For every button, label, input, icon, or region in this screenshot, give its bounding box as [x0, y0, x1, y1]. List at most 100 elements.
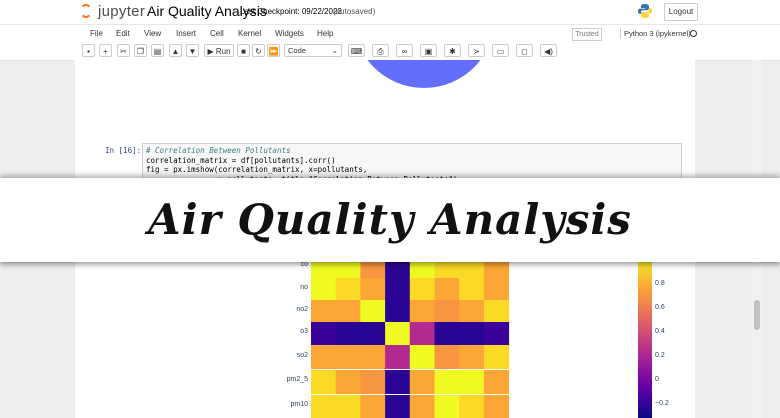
paste-button[interactable]: ▤ — [151, 44, 164, 57]
plus-icon: + — [103, 47, 108, 56]
logo-text: jupyter — [98, 2, 146, 20]
print-icon: ⎙ — [377, 47, 384, 56]
keyboard-icon: ⌨ — [350, 47, 363, 56]
paste-icon: ▤ — [153, 47, 162, 56]
menu-insert[interactable]: Insert — [176, 29, 197, 38]
heatmap-cell — [409, 322, 435, 346]
banner-title: Air Quality Analysis — [148, 195, 632, 244]
terminal-icon: ≻ — [473, 47, 480, 56]
heatmap-cell — [434, 300, 460, 324]
heatmap-cell — [360, 345, 386, 369]
kernel-status-icon — [690, 30, 697, 37]
heatmap-cell — [335, 345, 361, 369]
heatmap-cell — [434, 345, 460, 369]
header: jupyter Air Quality Analysis Last Checkp… — [0, 0, 780, 24]
heatmap-cell — [483, 345, 510, 369]
book-button[interactable]: ▣ — [420, 44, 437, 57]
menu-widgets[interactable]: Widgets — [275, 29, 304, 38]
heatmap-cell — [409, 300, 435, 324]
scissors-icon: ✂ — [120, 47, 127, 56]
restart-run-all-button[interactable]: ⏩ — [267, 44, 280, 57]
code-line: fig = px.imshow(correlation_matrix, x=po… — [146, 165, 368, 174]
colorbar — [638, 255, 652, 418]
menu-view[interactable]: View — [144, 29, 162, 38]
colorbar-tick-label: 0.4 — [655, 328, 665, 335]
arrow-up-icon: ▲ — [171, 47, 180, 56]
menu-file[interactable]: File — [90, 29, 103, 38]
colorbar-tick-label: 0 — [655, 376, 659, 383]
menu-edit[interactable]: Edit — [116, 29, 130, 38]
restart-button[interactable]: ↻ — [252, 44, 265, 57]
heatmap-cell — [335, 278, 361, 302]
heatmap-cell — [409, 345, 435, 369]
chat-button[interactable]: ◻ — [516, 44, 533, 57]
stop-icon: ■ — [241, 47, 246, 56]
cell-type-select[interactable]: Code ⌄ — [284, 44, 342, 57]
heatmap-cell — [335, 370, 361, 394]
keyboard-button[interactable]: ⌨ — [348, 44, 365, 57]
scrollbar-thumb[interactable] — [754, 300, 760, 330]
heatmap-row-label: no2 — [296, 306, 308, 313]
copy-button[interactable]: ❐ — [134, 44, 147, 57]
logout-button[interactable]: Logout — [664, 3, 698, 21]
heatmap-row-label: co — [301, 261, 309, 268]
save-button[interactable]: ▪ — [82, 44, 95, 57]
colorbar-tick-label: 0.8 — [655, 280, 665, 287]
link-icon: ∞ — [401, 47, 408, 56]
menu-cell[interactable]: Cell — [210, 29, 224, 38]
insert-cell-button[interactable]: + — [99, 44, 112, 57]
heatmap-row-label: pm2_5 — [287, 376, 309, 383]
heatmap-cell — [385, 345, 411, 369]
code-line: correlation_matrix = df[pollutants].corr… — [146, 155, 336, 165]
move-up-button[interactable]: ▲ — [169, 44, 182, 57]
code-line: # Correlation Between Pollutants — [146, 146, 291, 155]
heatmap-cell — [335, 300, 361, 324]
heatmap-cell — [311, 345, 337, 369]
trusted-indicator[interactable]: Trusted — [572, 28, 602, 41]
colorbar-tick-label: 0.2 — [655, 352, 665, 359]
link-button[interactable]: ∞ — [396, 44, 413, 57]
colorbar-tick-label: 0.6 — [655, 304, 665, 311]
speaker-icon: ◀) — [544, 47, 553, 56]
heatmap-cell — [409, 278, 435, 302]
book-icon: ▣ — [424, 47, 433, 56]
title-banner: Air Quality Analysis — [0, 178, 780, 262]
autosave-status: (autosaved) — [333, 7, 376, 16]
heatmap-cell — [434, 278, 460, 302]
heatmap-cell — [483, 322, 510, 346]
heatmap-row-label: o3 — [300, 328, 308, 335]
play-icon: ▶ — [207, 47, 214, 56]
debug-button[interactable]: ✱ — [444, 44, 461, 57]
save-icon: ▪ — [87, 47, 90, 56]
heatmap-cell — [385, 278, 411, 302]
heatmap-row-label: no — [300, 284, 308, 291]
heatmap-cell — [335, 322, 361, 346]
heatmap-cell — [311, 395, 337, 418]
heatmap-cell — [434, 370, 460, 394]
jupyter-logo-icon — [80, 2, 94, 20]
comment-button[interactable]: ▭ — [492, 44, 509, 57]
previous-output-clip — [75, 60, 695, 88]
heatmap-cell — [335, 395, 361, 418]
menu-help[interactable]: Help — [317, 29, 334, 38]
menu-kernel[interactable]: Kernel — [238, 29, 262, 38]
heatmap-cell — [311, 322, 337, 346]
terminal-button[interactable]: ≻ — [468, 44, 485, 57]
run-button[interactable]: ▶ Run — [204, 44, 234, 57]
interrupt-button[interactable]: ■ — [237, 44, 250, 57]
bug-icon: ✱ — [449, 47, 456, 56]
print-button[interactable]: ⎙ — [372, 44, 389, 57]
cut-button[interactable]: ✂ — [117, 44, 130, 57]
speaker-button[interactable]: ◀) — [540, 44, 557, 57]
move-down-button[interactable]: ▼ — [186, 44, 199, 57]
heatmap-cell — [385, 300, 411, 324]
notebook-title[interactable]: Air Quality Analysis — [147, 3, 267, 19]
jupyter-logo[interactable]: jupyter — [80, 2, 145, 20]
heatmap-row-label: pm10 — [290, 401, 308, 408]
heatmap-cell — [311, 278, 337, 302]
heatmap-cell — [409, 395, 435, 418]
colorbar-tick-label: −0.2 — [655, 400, 669, 407]
kernel-name[interactable]: Python 3 (ipykernel) — [620, 28, 691, 39]
checkpoint-text: Last Checkpoint: 09/22/2023 — [240, 7, 342, 16]
heatmap-cell — [459, 322, 485, 346]
